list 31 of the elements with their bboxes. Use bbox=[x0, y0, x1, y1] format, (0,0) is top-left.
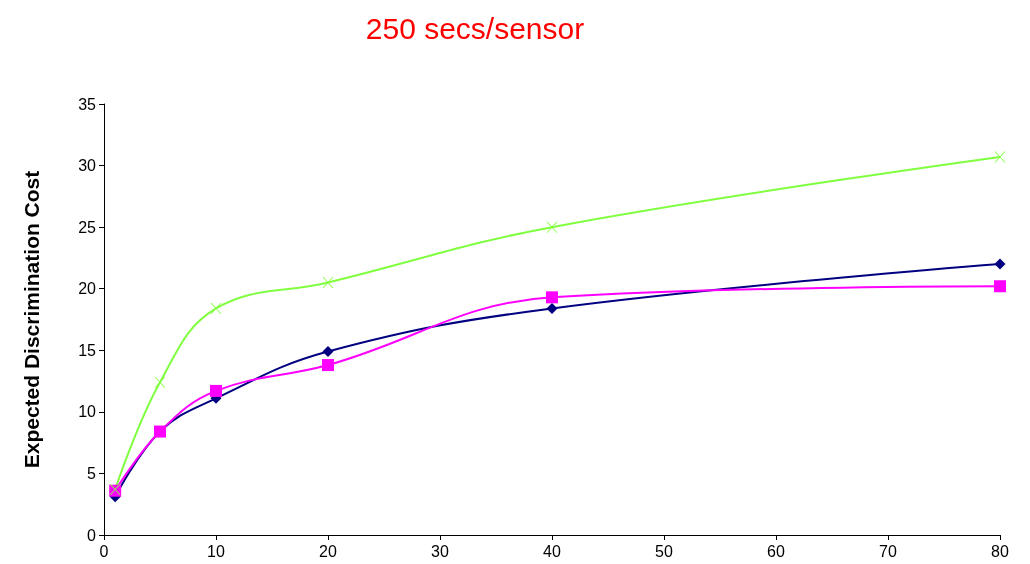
point bbox=[322, 277, 334, 289]
y-tick-label: 10 bbox=[78, 403, 97, 421]
x-tick-label: 0 bbox=[99, 542, 109, 560]
point bbox=[154, 376, 166, 388]
y-tick-label: 30 bbox=[78, 157, 97, 175]
point bbox=[210, 384, 222, 397]
x-tick-label: 10 bbox=[207, 542, 225, 560]
x-tick-label: 70 bbox=[879, 542, 897, 560]
y-tick-label: 20 bbox=[78, 280, 97, 298]
x-tick-label: 60 bbox=[767, 542, 785, 560]
y-axis-title: Expected Discrimination Cost bbox=[20, 170, 43, 469]
x-tick-label: 80 bbox=[991, 542, 1009, 560]
x-tick-label: 30 bbox=[431, 542, 449, 560]
y-tick-label: 15 bbox=[78, 341, 97, 359]
point bbox=[994, 280, 1006, 293]
point bbox=[546, 221, 558, 233]
point bbox=[322, 359, 334, 372]
point bbox=[210, 302, 222, 314]
point bbox=[994, 258, 1006, 270]
y-tick-label: 35 bbox=[78, 95, 97, 113]
x-tick-label: 50 bbox=[655, 542, 673, 560]
y-tick-label: 25 bbox=[78, 218, 97, 236]
point bbox=[546, 291, 558, 304]
y-tick-label: 0 bbox=[87, 526, 97, 544]
point bbox=[322, 346, 334, 358]
chart-title: 250 secs/sensor bbox=[365, 11, 585, 45]
y-tick-label: 5 bbox=[87, 464, 97, 482]
x-tick-label: 40 bbox=[543, 542, 561, 560]
point bbox=[546, 302, 558, 314]
x-tick-label: 20 bbox=[319, 542, 337, 560]
point bbox=[994, 151, 1006, 163]
